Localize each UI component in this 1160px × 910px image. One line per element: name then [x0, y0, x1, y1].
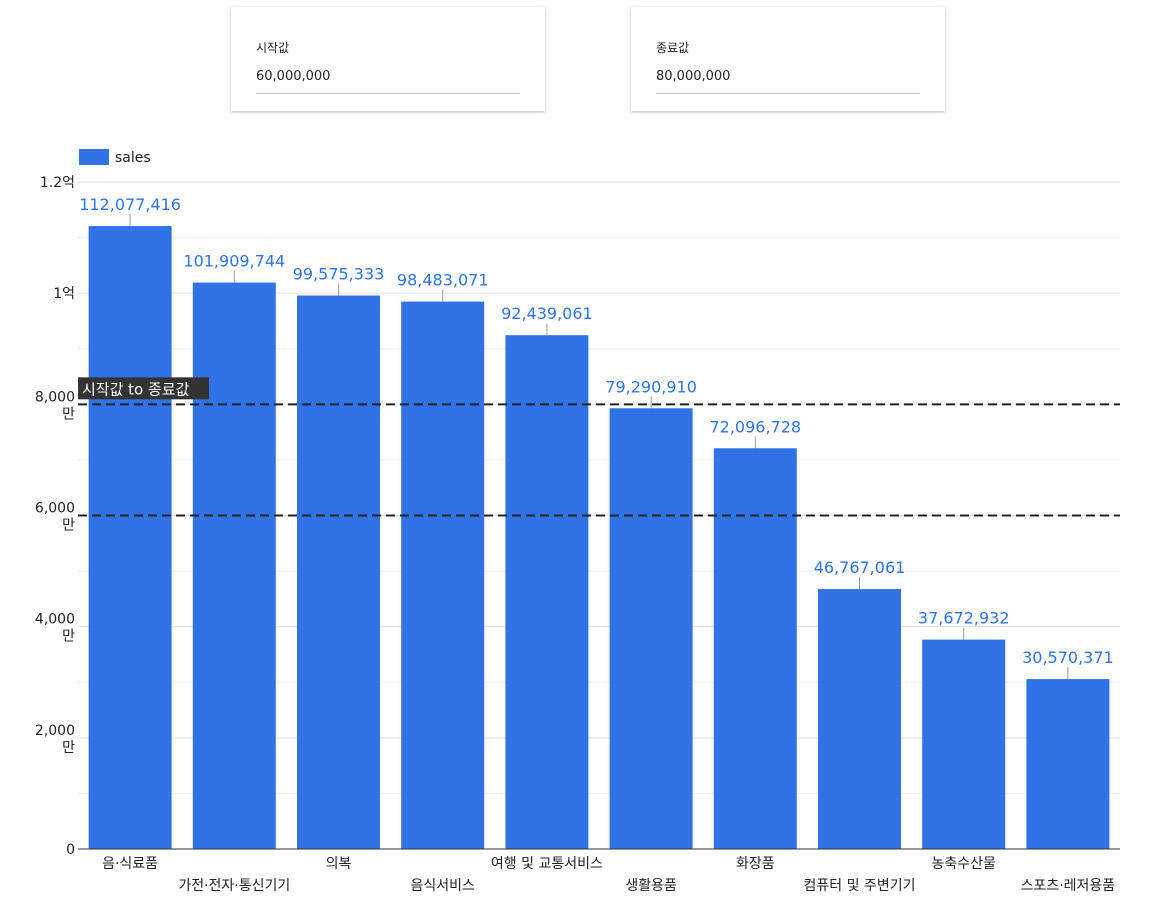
y-tick-label: 1억 — [53, 286, 75, 302]
start-value-label: 시작값 — [256, 41, 290, 55]
data-label: 99,575,333 — [293, 265, 385, 284]
end-value-label: 종료값 — [656, 41, 690, 55]
data-label: 98,483,071 — [397, 271, 489, 290]
y-tick-label: 0 — [66, 842, 75, 858]
y-tick-label: 만 — [62, 740, 75, 756]
end-value-card: 종료값 — [631, 7, 945, 111]
x-tick-label: 생활용품 — [625, 878, 677, 894]
y-tick-label: 8,000 — [35, 389, 75, 405]
data-label: 112,077,416 — [79, 195, 181, 214]
x-tick-label: 음·식료품 — [102, 856, 158, 872]
bar — [609, 408, 693, 849]
legend-swatch — [79, 149, 109, 165]
x-tick-label: 여행 및 교통서비스 — [491, 856, 603, 872]
data-label: 72,096,728 — [709, 417, 801, 436]
data-label: 92,439,061 — [501, 304, 593, 323]
x-tick-label: 농축수산물 — [931, 856, 996, 872]
data-label: 30,570,371 — [1022, 648, 1114, 667]
data-label: 46,767,061 — [814, 558, 906, 577]
y-tick-label: 만 — [62, 629, 75, 645]
start-value-card: 시작값 — [231, 7, 545, 111]
x-tick-label: 의복 — [326, 856, 352, 872]
x-tick-label: 음식서비스 — [410, 878, 475, 894]
end-value-underline — [656, 93, 920, 94]
y-tick-label: 1.2억 — [40, 175, 75, 191]
x-tick-label: 컴퓨터 및 주변기기 — [804, 878, 916, 894]
end-value-input[interactable] — [656, 69, 920, 84]
y-tick-label: 4,000 — [35, 612, 75, 628]
data-label: 37,672,932 — [918, 609, 1010, 628]
bar — [818, 589, 901, 849]
y-tick-label: 6,000 — [35, 501, 75, 517]
x-tick-label: 가전·전자·통신기기 — [178, 878, 290, 894]
bar — [713, 448, 797, 849]
bar — [401, 301, 485, 849]
bar — [88, 226, 172, 849]
start-value-underline — [256, 93, 520, 94]
x-tick-label: 화장품 — [736, 856, 775, 872]
bar — [297, 295, 380, 849]
range-annotation: 시작값 to 종료값 — [82, 380, 190, 398]
bar — [922, 639, 1006, 849]
y-tick-label: 2,000 — [35, 723, 75, 739]
y-tick-label: 만 — [62, 518, 75, 534]
legend-label: sales — [115, 150, 151, 166]
annotation-background — [78, 377, 209, 400]
data-label: 101,909,744 — [183, 252, 285, 271]
bar — [1026, 679, 1110, 849]
x-tick-label: 스포츠·레저용품 — [1021, 878, 1116, 894]
bar — [192, 282, 276, 850]
y-tick-label: 만 — [62, 406, 75, 422]
data-label: 79,290,910 — [605, 377, 697, 396]
start-value-input[interactable] — [256, 69, 520, 84]
bar — [505, 335, 589, 849]
